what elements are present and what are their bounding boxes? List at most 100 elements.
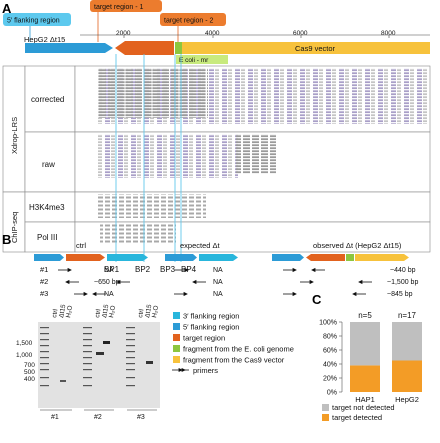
callout-target-1-text: target region - 1 xyxy=(94,4,144,11)
construct-expected xyxy=(165,254,238,261)
ladder-400: 400 xyxy=(24,376,35,383)
x-label-hap1: HAP1 xyxy=(355,395,375,404)
scale-tick-2000: 2000 xyxy=(116,30,131,37)
row1-observed: ~440 bp xyxy=(390,267,416,274)
scale-tick-6000: 6000 xyxy=(293,30,308,37)
panel-c-label: C xyxy=(312,292,322,307)
gel1-lane-dt15: Δt15 xyxy=(58,304,67,319)
gel2-lane-h2o: H₂O xyxy=(108,305,117,318)
construct-ctrl xyxy=(34,254,148,261)
bp1-label: BP1 xyxy=(104,265,120,274)
gel3-lane-h2o: H₂O xyxy=(151,305,160,318)
row1-ctrl: NA xyxy=(104,267,114,274)
y-tick-label: 100% xyxy=(319,320,337,327)
gel3-lane-dt15: Δt15 xyxy=(144,304,153,319)
gene-map: Cas9 vector E coli - mr xyxy=(25,41,430,64)
callout-target-2: target region - 2 xyxy=(160,13,226,26)
gel-image: ctrl Δt15 H₂O ctrl Δt15 H₂O ctrl Δt15 H₂… xyxy=(16,304,160,421)
bp4-label: BP4 xyxy=(181,265,197,274)
cas9-vector-label: Cas9 vector xyxy=(295,44,336,53)
gel-lane-labels: ctrl Δt15 H₂O ctrl Δt15 H₂O ctrl Δt15 H₂… xyxy=(51,304,160,319)
legend-label-target-detected: target detected xyxy=(332,413,382,422)
row1-id: #1 xyxy=(40,265,48,274)
bar-hepg2-target-not-detected xyxy=(392,322,422,361)
xdrop-label: Xdrop-LRS xyxy=(10,117,19,154)
callout-5-flanking-text: 5′ flanking region xyxy=(7,18,60,25)
gel2-lane-dt15: Δt15 xyxy=(101,304,110,319)
panel-a-label: A xyxy=(2,1,12,16)
n-label-hepg2: n=17 xyxy=(398,311,417,320)
chip-tracks: ChIP-seq H3K4me3 Pol III xyxy=(2,191,431,253)
breakpoint-lines xyxy=(115,54,182,262)
y-tick-label: 60% xyxy=(323,348,337,355)
bp3-label: BP3 xyxy=(160,265,176,274)
position-scale: 2000 4000 6000 8000 xyxy=(80,30,430,38)
callout-target-2-text: target region - 2 xyxy=(164,18,214,25)
legend-5-flanking: 5′ flanking region xyxy=(183,323,239,332)
gel1-lane-ctrl: ctrl xyxy=(51,308,59,318)
bar-hepg2-target-detected xyxy=(392,360,422,392)
flank5-arrow xyxy=(25,43,113,53)
construct-observed-label: observed Δt (HepG2 Δt15) xyxy=(313,241,402,250)
chip-label: ChIP-seq xyxy=(10,212,19,243)
row2-ctrl: ~650 bp xyxy=(94,279,120,286)
gel2-id: #2 xyxy=(94,414,102,421)
legend-3-flanking: 3′ flanking region xyxy=(183,312,239,321)
ladder-1500: 1,500 xyxy=(16,340,33,347)
xdrop-tracks: Xdrop-LRS corrected raw xyxy=(2,65,431,193)
row3-ctrl: NA xyxy=(104,291,114,298)
track-label-h3k4me3: H3K4me3 xyxy=(29,203,65,212)
primers-legend-icon xyxy=(172,367,189,373)
y-tick-label: 40% xyxy=(323,362,337,369)
gel1-lane-h2o: H₂O xyxy=(65,305,74,318)
ladder-1000: 1,000 xyxy=(16,352,33,359)
track-label-corrected: corrected xyxy=(31,95,64,104)
legend-label-target-not-detected: target not detected xyxy=(332,403,395,412)
construct-observed xyxy=(272,254,409,261)
legend-ecoli: fragment from the E. coli genome xyxy=(183,345,294,354)
row3-id: #3 xyxy=(40,289,48,298)
panel-b-legend: 3′ flanking region 5′ flanking region ta… xyxy=(172,312,294,375)
gel3-lane-ctrl: ctrl xyxy=(137,308,145,318)
sample-label: HepG2 Δt15 xyxy=(24,35,65,44)
gel1-id: #1 xyxy=(51,414,59,421)
y-tick-label: 0% xyxy=(327,390,337,397)
gel-ladders xyxy=(40,327,135,387)
row2-expected: NA xyxy=(213,279,223,286)
y-tick-label: 80% xyxy=(323,334,337,341)
track-label-pol3: Pol III xyxy=(37,233,57,242)
track-label-raw: raw xyxy=(42,160,55,169)
legend-cas9: fragment from the Cas9 vector xyxy=(183,356,285,365)
panel-b-label: B xyxy=(2,232,11,247)
ladder-700: 700 xyxy=(24,362,35,369)
legend-swatch-target-not-detected xyxy=(322,404,329,411)
detection-chart: 0%20%40%60%80%100%n=5HAP1n=17HepG2target… xyxy=(319,311,422,422)
construct-expected-label: expected Δt xyxy=(180,241,221,250)
x-label-hepg2: HepG2 xyxy=(395,395,419,404)
ladder-500: 500 xyxy=(24,369,35,376)
gel2-lane-ctrl: ctrl xyxy=(94,308,102,318)
bar-hap1-target-not-detected xyxy=(350,322,380,366)
scale-tick-4000: 4000 xyxy=(205,30,220,37)
row2-id: #2 xyxy=(40,277,48,286)
bar-hap1-target-detected xyxy=(350,365,380,392)
n-label-hap1: n=5 xyxy=(358,311,372,320)
row3-expected: NA xyxy=(213,291,223,298)
bp2-label: BP2 xyxy=(135,265,151,274)
row3-observed: ~845 bp xyxy=(387,291,413,298)
construct-ctrl-label: ctrl xyxy=(76,241,86,250)
scale-tick-8000: 8000 xyxy=(381,30,396,37)
y-tick-label: 20% xyxy=(323,376,337,383)
legend-primers: primers xyxy=(193,366,218,375)
ecoli-label: E coli - mr xyxy=(179,57,209,64)
primer-table: #1 #2 #3 NA ~650 bp NA NA NA NA ~440 bp … xyxy=(40,265,418,298)
callout-5-flanking: 5′ flanking region xyxy=(3,13,71,26)
gel3-id: #3 xyxy=(137,414,145,421)
row1-expected: NA xyxy=(213,267,223,274)
legend-target: target region xyxy=(183,334,225,343)
row2-observed: ~1,500 bp xyxy=(387,279,418,286)
target-region-arrow xyxy=(115,41,174,55)
callout-target-1: target region - 1 xyxy=(90,0,162,12)
